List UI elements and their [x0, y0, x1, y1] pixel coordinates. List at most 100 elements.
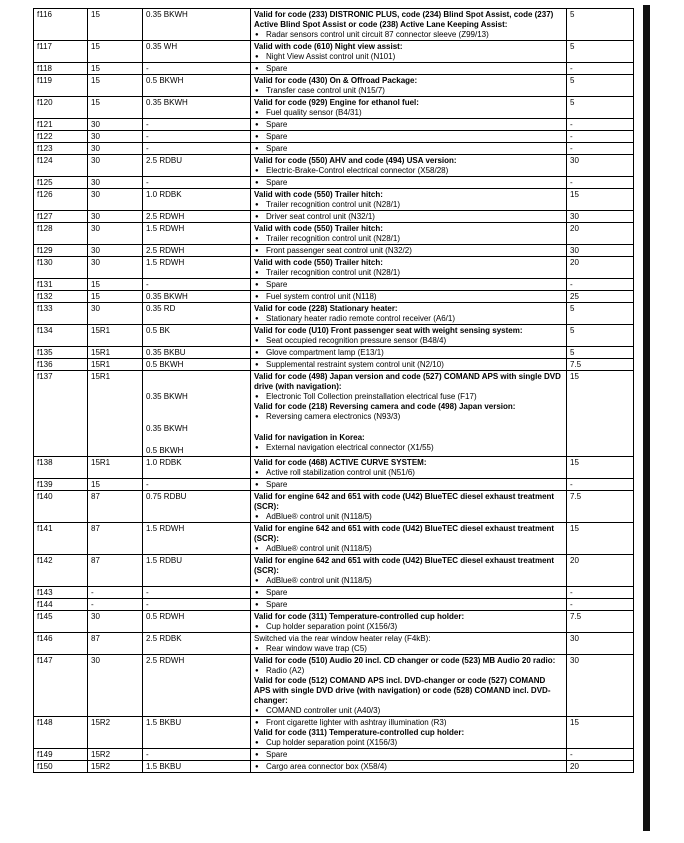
amps-cell: 20	[566, 222, 634, 245]
table-row: f140 87 0.75 RDBU Valid for engine 642 and …	[33, 490, 634, 523]
bullet-item: Radar sensors control unit circuit 87 co…	[254, 30, 563, 40]
wire-text: 2.5 RDWH	[146, 212, 185, 221]
wire-cell: 0.35 RD	[142, 302, 251, 325]
terminal-cell: 30	[87, 154, 143, 177]
fuse-cell: f135	[33, 346, 88, 359]
function-cell: Valid for code (929) Engine for ethanol …	[250, 96, 567, 119]
function-heading: Valid for code (311) Temperature-control…	[254, 728, 465, 737]
wire-text: 0.35 RD	[146, 304, 176, 313]
bullet-item: Trailer recognition control unit (N28/1)	[254, 234, 563, 244]
amps-cell: -	[566, 748, 634, 761]
wire-text: 0.35 BKWH	[146, 292, 188, 301]
bullet-item: Electronic Toll Collection preinstallati…	[254, 392, 563, 402]
function-heading: Valid for navigation in Korea:	[254, 433, 365, 442]
function-cell: Front passenger seat control unit (N32/2…	[250, 244, 567, 257]
function-cell: Spare	[250, 130, 567, 143]
terminal-cell: 15R2	[87, 716, 143, 749]
wire-cell: -	[142, 598, 251, 611]
wire-text: 1.5 BKBU	[146, 762, 182, 771]
amps-cell: -	[566, 118, 634, 131]
terminal-cell: 15	[87, 96, 143, 119]
table-row: f117 15 0.35 WH Valid with code (610) Night…	[33, 40, 634, 63]
terminal-cell: 87	[87, 632, 143, 655]
function-heading: Valid for code (311) Temperature-control…	[254, 612, 465, 621]
wire-text: 0.35 BKWH	[146, 10, 188, 19]
amps-cell: 5	[566, 346, 634, 359]
amps-cell: 15	[566, 716, 634, 749]
wire-text: -	[146, 588, 149, 597]
bullet-item: Cargo area connector box (X58/4)	[254, 762, 563, 772]
function-heading: Valid with code (550) Trailer hitch:	[254, 190, 383, 199]
wire-text: -	[146, 64, 149, 73]
wire-cell: 1.0 RDBK	[142, 188, 251, 211]
bullet-item: AdBlue® control unit (N118/5)	[254, 512, 563, 522]
bullet-item: Cup holder separation point (X156/3)	[254, 622, 563, 632]
function-cell: Spare	[250, 598, 567, 611]
table-row: f147 30 2.5 RDWH Valid for code (510) Audio…	[33, 654, 634, 717]
function-heading: Valid for code (498) Japan version and c…	[254, 372, 561, 391]
wire-text: -	[146, 132, 149, 141]
bullet-item: Stationary heater radio remote control r…	[254, 314, 563, 324]
table-row: f126 30 1.0 RDBK Valid with code (550) Trai…	[33, 188, 634, 211]
wire-cell: 0.35 BKBU	[142, 346, 251, 359]
fuse-cell: f131	[33, 278, 88, 291]
bullet-item: Rear window wave trap (C5)	[254, 644, 563, 654]
terminal-cell: 87	[87, 490, 143, 523]
terminal-cell: 87	[87, 554, 143, 587]
table-row: f120 15 0.35 BKWH Valid for code (929) Engi…	[33, 96, 634, 119]
fuse-cell: f144	[33, 598, 88, 611]
amps-cell: 30	[566, 210, 634, 223]
function-cell: Glove compartment lamp (E13/1)	[250, 346, 567, 359]
function-heading: Valid for code (512) COMAND APS incl. DV…	[254, 676, 551, 705]
function-cell: Valid with code (610) Night view assist:…	[250, 40, 567, 63]
bullet-item: Spare	[254, 144, 563, 154]
bullet-item: Spare	[254, 178, 563, 188]
function-heading: Valid for code (550) AHV and code (494) …	[254, 156, 457, 165]
fuse-cell: f129	[33, 244, 88, 257]
wire-cell: 0.35 BKWH	[142, 96, 251, 119]
wire-cell: 1.5 RDBU	[142, 554, 251, 587]
function-cell: Spare	[250, 748, 567, 761]
fuse-cell: f128	[33, 222, 88, 245]
wire-text: 1.5 RDWH	[146, 258, 185, 267]
wire-cell: 0.5 BK	[142, 324, 251, 347]
terminal-cell: 30	[87, 176, 143, 189]
bullet-item: Spare	[254, 120, 563, 130]
function-cell: Valid for code (U10) Front passenger sea…	[250, 324, 567, 347]
wire-cell: 2.5 RDBK	[142, 632, 251, 655]
fuse-cell: f145	[33, 610, 88, 633]
scroll-bar	[643, 5, 650, 831]
wire-cell: 0.5 BKWH	[142, 74, 251, 97]
wire-cell: 1.5 RDWH	[142, 222, 251, 245]
fuse-cell: f134	[33, 324, 88, 347]
wire-text: 0.5 BKWH	[146, 76, 184, 85]
wire-text: 0.5 RDWH	[146, 612, 185, 621]
function-heading: Valid for code (468) ACTIVE CURVE SYSTEM…	[254, 458, 427, 467]
wire-text: 0.35 WH	[146, 42, 178, 51]
amps-cell: 15	[566, 188, 634, 211]
wire-text: 0.5 BK	[146, 326, 171, 335]
table-row: f146 87 2.5 RDBK Switched via the rear wind…	[33, 632, 634, 655]
function-cell: Spare	[250, 478, 567, 491]
wire-text: 1.5 RDWH	[146, 524, 185, 533]
fuse-cell: f120	[33, 96, 88, 119]
fuse-cell: f141	[33, 522, 88, 555]
fuse-cell: f121	[33, 118, 88, 131]
bullet-item: Electric-Brake-Control electrical connec…	[254, 166, 563, 176]
wire-text: 1.0 RDBK	[146, 190, 182, 199]
table-row: f133 30 0.35 RD Valid for code (228) Statio…	[33, 302, 634, 325]
wire-text: -	[146, 144, 149, 153]
table-row: f145 30 0.5 RDWH Valid for code (311) Tempe…	[33, 610, 634, 633]
bullet-item: Fuel quality sensor (B4/31)	[254, 108, 563, 118]
fuse-cell: f122	[33, 130, 88, 143]
amps-cell: 20	[566, 760, 634, 773]
terminal-cell: 15R2	[87, 748, 143, 761]
amps-cell: 30	[566, 654, 634, 717]
wire-cell: 1.5 BKBU	[142, 760, 251, 773]
table-row: f128 30 1.5 RDWH Valid with code (550) Trai…	[33, 222, 634, 245]
